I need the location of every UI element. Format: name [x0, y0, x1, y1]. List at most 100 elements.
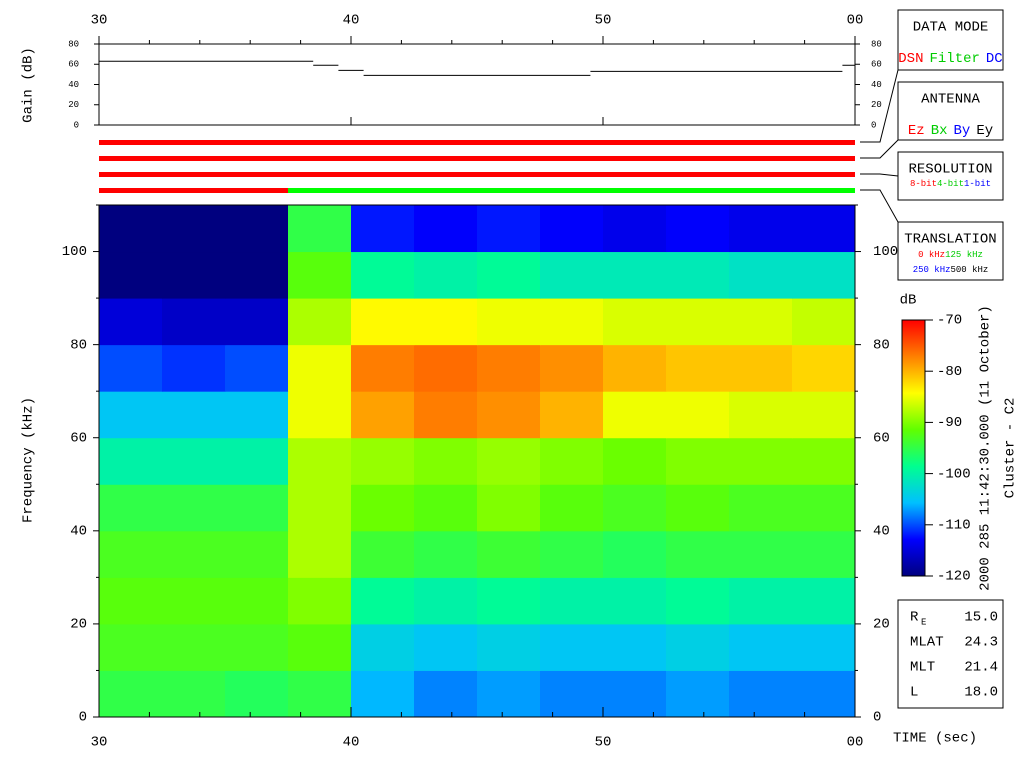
- heatmap-cell: [729, 298, 793, 346]
- panel-title: DATA MODE: [913, 20, 989, 36]
- x-tick-label-top: 30: [91, 13, 108, 29]
- heatmap-cell: [162, 251, 226, 299]
- info-value: 15.0: [964, 610, 998, 626]
- colorbar-tick-label: -70: [937, 313, 962, 329]
- spacecraft: Cluster - C2: [1003, 398, 1019, 499]
- heatmap-cell: [225, 577, 289, 625]
- heatmap-cell: [477, 344, 541, 392]
- y-tick-label-right: 40: [873, 524, 890, 540]
- heatmap-cell: [666, 391, 730, 439]
- y-tick-label: 20: [70, 617, 87, 633]
- heatmap-cell: [792, 344, 856, 392]
- heatmap-cell: [792, 484, 856, 532]
- heatmap-cell: [99, 670, 163, 718]
- y-tick-label-right: 0: [873, 710, 881, 726]
- heatmap-cell: [99, 577, 163, 625]
- x-tick-label-top: 00: [847, 13, 864, 29]
- heatmap-cell: [414, 623, 478, 671]
- heatmap-cell: [414, 344, 478, 392]
- heatmap-cell: [288, 670, 352, 718]
- gain-tick-label-right: 40: [871, 80, 882, 90]
- panel-option: By: [954, 123, 971, 139]
- heatmap-cell: [288, 484, 352, 532]
- heatmap-cell: [99, 205, 163, 253]
- heatmap-cell: [162, 205, 226, 253]
- heatmap-cell: [729, 437, 793, 485]
- heatmap-cell: [225, 670, 289, 718]
- heatmap-cell: [603, 530, 667, 578]
- panel-line: 8-bit4-bit1-bit: [910, 179, 991, 189]
- x-tick-label: 30: [91, 735, 108, 751]
- heatmap-cell: [603, 623, 667, 671]
- heatmap-cell: [414, 205, 478, 253]
- heatmap-cell: [792, 670, 856, 718]
- panel-title: RESOLUTION: [908, 162, 992, 178]
- y-tick-label: 60: [70, 430, 87, 446]
- heatmap-cell: [540, 344, 604, 392]
- heatmap-cell: [540, 298, 604, 346]
- heatmap-cell: [792, 530, 856, 578]
- colorbar-tick-label: -100: [937, 466, 971, 482]
- heatmap-cell: [225, 530, 289, 578]
- heatmap-cell: [351, 437, 415, 485]
- panel-option: DC: [986, 51, 1003, 67]
- y-tick-label-right: 20: [873, 617, 890, 633]
- heatmap-cell: [99, 391, 163, 439]
- heatmap-cell: [666, 623, 730, 671]
- heatmap-cell: [288, 344, 352, 392]
- heatmap-cell: [414, 251, 478, 299]
- heatmap-cell: [162, 391, 226, 439]
- gain-tick-label: 20: [68, 100, 79, 110]
- panel-option: 1-bit: [964, 179, 991, 189]
- heatmap-cell: [225, 437, 289, 485]
- panel-option: Ey: [976, 123, 993, 139]
- heatmap-cell: [288, 577, 352, 625]
- mode-bar: [99, 156, 855, 161]
- heatmap-cell: [99, 484, 163, 532]
- timestamp: 2000 285 11:42:30.000 (11 October): [978, 305, 994, 591]
- heatmap-cell: [162, 437, 226, 485]
- heatmap-cell: [477, 298, 541, 346]
- y-tick-label: 40: [70, 524, 87, 540]
- heatmap-cell: [477, 670, 541, 718]
- panel-option: 0 kHz: [918, 250, 945, 260]
- heatmap-cell: [792, 391, 856, 439]
- heatmap-cell: [792, 251, 856, 299]
- heatmap-cell: [540, 577, 604, 625]
- heatmap-cell: [540, 251, 604, 299]
- heatmap-cell: [666, 670, 730, 718]
- heatmap-cell: [540, 437, 604, 485]
- x-tick-label: 00: [847, 735, 864, 751]
- heatmap-cell: [540, 670, 604, 718]
- heatmap-cell: [603, 670, 667, 718]
- gain-tick-label-right: 80: [871, 39, 882, 49]
- heatmap-cell: [666, 530, 730, 578]
- panel-line: 0 kHz125 kHz: [918, 250, 983, 260]
- heatmap-cell: [225, 205, 289, 253]
- heatmap-cell: [603, 437, 667, 485]
- info-label: L: [910, 685, 918, 701]
- x-tick-label: 50: [595, 735, 612, 751]
- heatmap-cell: [477, 437, 541, 485]
- heatmap-cell: [603, 344, 667, 392]
- heatmap-cell: [162, 577, 226, 625]
- heatmap-cell: [414, 530, 478, 578]
- heatmap-cell: [540, 623, 604, 671]
- panel-line: 250 kHz500 kHz: [913, 265, 989, 275]
- heatmap-cell: [99, 437, 163, 485]
- x-tick-label-top: 50: [595, 13, 612, 29]
- panel-option: DSN: [898, 51, 923, 67]
- mode-bar: [99, 172, 855, 177]
- heatmap-cell: [603, 251, 667, 299]
- gain-tick-label-right: 0: [871, 120, 876, 130]
- heatmap-cell: [792, 623, 856, 671]
- heatmap-cell: [729, 530, 793, 578]
- colorbar-tick-label: -90: [937, 415, 962, 431]
- heatmap-cell: [351, 670, 415, 718]
- heatmap-cell: [162, 298, 226, 346]
- heatmap-cell: [666, 205, 730, 253]
- gain-tick-label-right: 20: [871, 100, 882, 110]
- heatmap-cell: [351, 298, 415, 346]
- heatmap-cell: [225, 251, 289, 299]
- heatmap-cell: [351, 251, 415, 299]
